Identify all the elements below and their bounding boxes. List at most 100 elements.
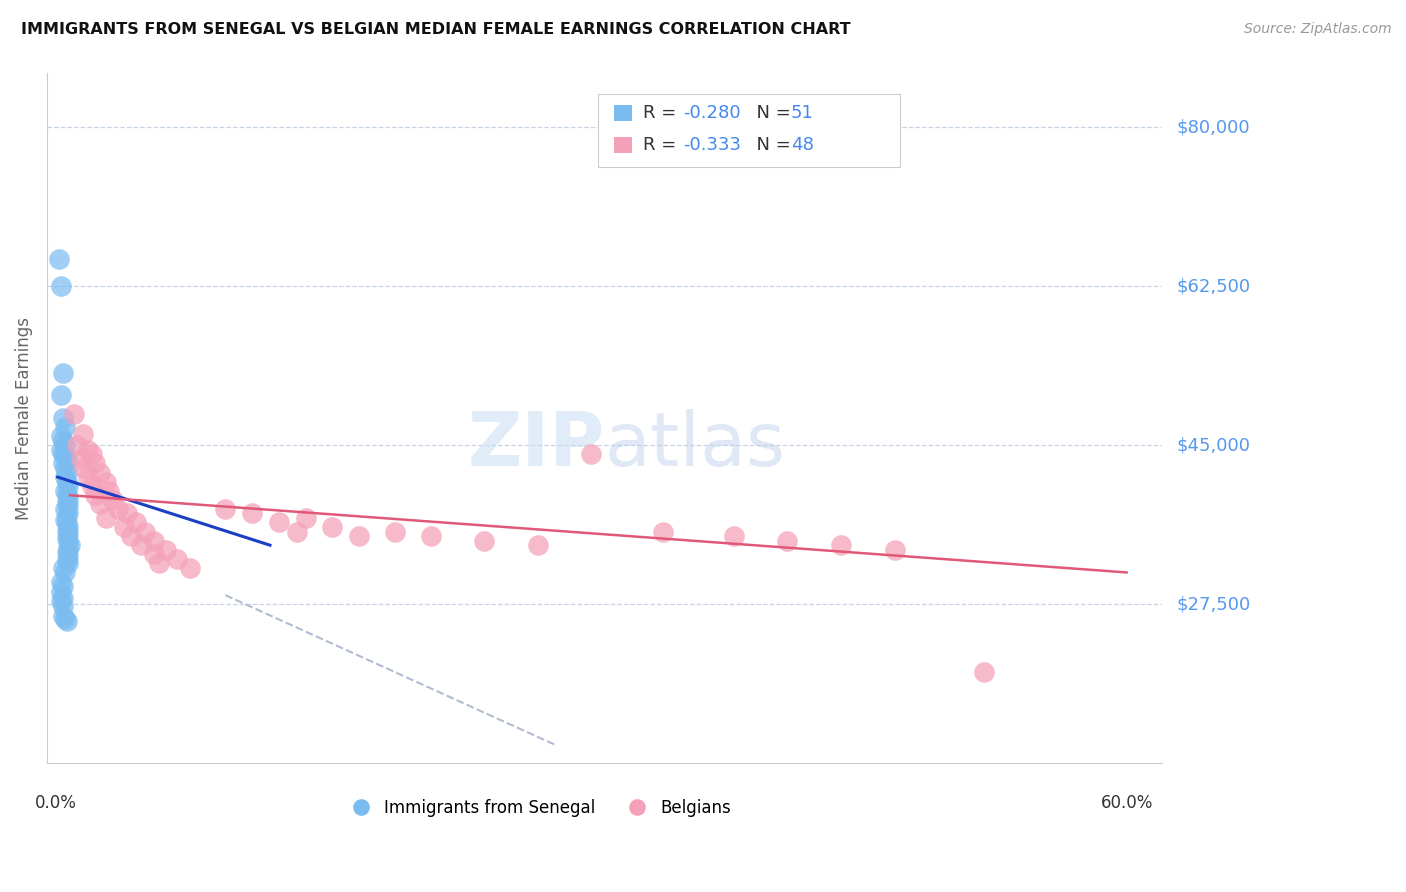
Point (51, 279, 73, 293)
Point (115, 507, 138, 521)
Point (89, 466, 111, 480)
Point (651, 524, 673, 539)
Point (52, 561, 75, 575)
Point (53, 420, 76, 434)
Text: $80,000: $80,000 (1177, 119, 1250, 136)
Point (101, 492, 124, 507)
Text: 51: 51 (792, 104, 814, 122)
Point (55, 494, 77, 508)
Point (58, 534, 80, 549)
Point (62, 407, 84, 421)
Point (52, 434, 75, 448)
Point (143, 547, 166, 561)
Point (58, 541, 80, 556)
Point (52, 599, 75, 613)
Point (53, 470, 76, 484)
Point (214, 501, 236, 516)
Point (120, 529, 142, 543)
Point (55, 552, 77, 566)
Point (526, 538, 548, 552)
Point (52, 457, 75, 471)
Text: 60.0%: 60.0% (1101, 794, 1153, 812)
Point (73, 461, 96, 475)
Point (51, 388, 73, 402)
Point (240, 507, 263, 521)
Point (55, 516, 77, 531)
Point (55, 615, 77, 629)
Point (58, 520, 80, 534)
Point (58, 479, 80, 493)
Point (53, 449, 76, 463)
Point (143, 533, 166, 548)
Point (51, 585, 73, 599)
Y-axis label: Median Female Earnings: Median Female Earnings (15, 317, 32, 519)
Point (285, 524, 308, 539)
Point (66, 438, 89, 452)
Point (53, 612, 76, 626)
Point (112, 520, 135, 534)
Point (883, 542, 905, 557)
Point (53, 513, 76, 527)
Point (52, 579, 75, 593)
Point (131, 538, 153, 552)
Point (155, 542, 177, 557)
Text: 0.0%: 0.0% (35, 794, 77, 812)
Text: N =: N = (745, 136, 796, 154)
Text: $27,500: $27,500 (1177, 595, 1250, 613)
Text: N =: N = (745, 104, 796, 122)
Text: 48: 48 (792, 136, 814, 154)
Point (347, 529, 370, 543)
Point (51, 574, 73, 589)
Point (830, 538, 852, 552)
Point (80, 447, 103, 461)
Point (419, 529, 441, 543)
Point (69, 451, 91, 466)
Point (52, 366, 75, 380)
Point (51, 594, 73, 608)
Point (58, 498, 80, 512)
Point (267, 516, 290, 530)
Point (55, 475, 77, 489)
Point (973, 665, 995, 680)
Point (72, 427, 94, 442)
Point (89, 497, 111, 511)
Point (776, 533, 799, 548)
Text: -0.333: -0.333 (683, 136, 741, 154)
Point (384, 524, 406, 539)
Point (179, 561, 201, 575)
Point (723, 529, 745, 543)
Point (77, 442, 100, 457)
Point (321, 520, 343, 534)
Text: Source: ZipAtlas.com: Source: ZipAtlas.com (1244, 22, 1392, 37)
Text: -0.280: -0.280 (683, 104, 741, 122)
Point (84, 457, 107, 471)
Point (84, 488, 107, 502)
Point (55, 524, 77, 538)
Point (53, 438, 76, 452)
Point (48, 252, 70, 267)
Text: $45,000: $45,000 (1177, 436, 1250, 454)
Point (58, 549, 80, 563)
Point (55, 509, 77, 524)
Text: IMMIGRANTS FROM SENEGAL VS BELGIAN MEDIAN FEMALE EARNINGS CORRELATION CHART: IMMIGRANTS FROM SENEGAL VS BELGIAN MEDIA… (21, 22, 851, 37)
Point (52, 609, 75, 624)
Point (53, 461, 76, 475)
Point (58, 557, 80, 571)
Point (51, 429, 73, 443)
Point (51, 442, 73, 457)
Point (55, 487, 77, 501)
Legend: Immigrants from Senegal, Belgians: Immigrants from Senegal, Belgians (337, 792, 738, 824)
Point (472, 533, 495, 548)
Text: R =: R = (644, 104, 682, 122)
Point (94, 475, 117, 489)
Point (579, 447, 602, 461)
Point (53, 501, 76, 516)
Point (125, 516, 148, 530)
Point (98, 483, 121, 498)
Point (148, 557, 170, 571)
Point (52, 447, 75, 461)
Point (58, 491, 80, 505)
Point (58, 506, 80, 520)
Text: atlas: atlas (605, 409, 786, 483)
Text: $62,500: $62,500 (1177, 277, 1250, 295)
